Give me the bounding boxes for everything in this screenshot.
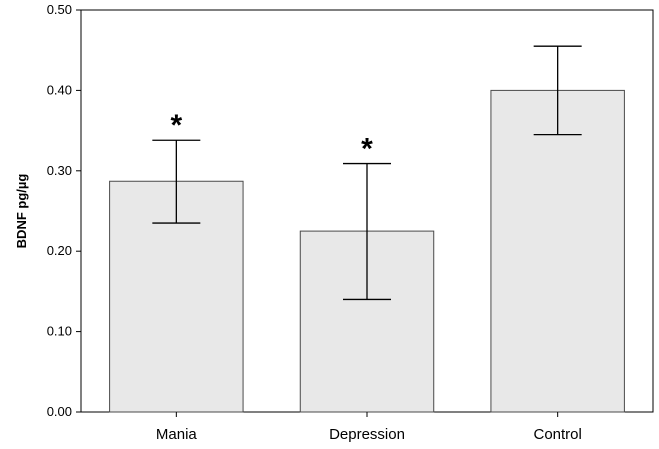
y-tick-label: 0.20 [47,243,72,258]
x-tick-label: Mania [156,426,198,443]
y-axis-label: BDNF pg/µg [14,174,29,249]
bar-control [490,89,625,413]
y-tick-label: 0.30 [47,163,72,178]
x-axis-ticks: Mania Depression Control [156,412,582,443]
error-bars [152,45,582,301]
y-tick-label: 0.10 [47,324,72,339]
significance-asterisk: * [170,109,182,142]
y-tick-label: 0.00 [47,404,72,419]
significance-asterisk: * [361,133,373,166]
y-tick-label: 0.50 [47,2,72,17]
significance-markers: ** [170,109,373,165]
x-tick-label: Control [533,426,581,443]
y-tick-label: 0.40 [47,82,72,97]
x-tick-label: Depression [329,426,405,443]
y-axis-ticks: 0.00 0.10 0.20 0.30 0.40 0.50 [47,2,81,419]
